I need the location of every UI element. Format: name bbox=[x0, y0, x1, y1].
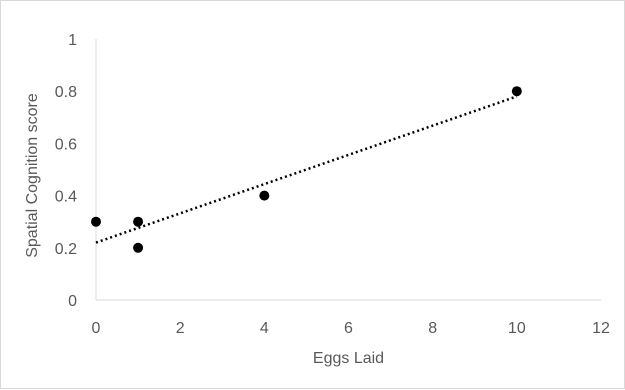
x-tick-label: 6 bbox=[344, 320, 353, 337]
x-tick-label: 8 bbox=[428, 320, 437, 337]
axes bbox=[95, 39, 601, 301]
y-tick-labels: 0 0.2 0.4 0.6 0.8 1 bbox=[55, 32, 77, 310]
data-point bbox=[133, 216, 144, 227]
y-axis-title: Spatial Cognition score bbox=[24, 93, 41, 258]
data-points bbox=[91, 86, 522, 253]
x-tick-label: 10 bbox=[508, 320, 526, 337]
x-axis-title: Eggs Laid bbox=[313, 350, 384, 367]
x-tick-labels: 0 2 4 6 8 10 12 bbox=[92, 320, 610, 337]
data-point bbox=[133, 242, 144, 253]
x-tick-label: 0 bbox=[92, 320, 101, 337]
data-point bbox=[91, 216, 101, 227]
y-tick-label: 0.4 bbox=[55, 189, 77, 206]
x-tick-label: 2 bbox=[176, 320, 185, 337]
y-tick-label: 1 bbox=[68, 32, 77, 49]
y-tick-label: 0 bbox=[68, 293, 77, 310]
x-tick-label: 4 bbox=[260, 320, 269, 337]
data-point bbox=[259, 190, 270, 201]
y-tick-label: 0.2 bbox=[55, 241, 77, 258]
trendline bbox=[95, 95, 518, 244]
data-point bbox=[511, 86, 522, 97]
y-tick-label: 0.8 bbox=[55, 84, 77, 101]
x-tick-label: 12 bbox=[592, 320, 610, 337]
y-tick-label: 0.6 bbox=[55, 136, 77, 153]
